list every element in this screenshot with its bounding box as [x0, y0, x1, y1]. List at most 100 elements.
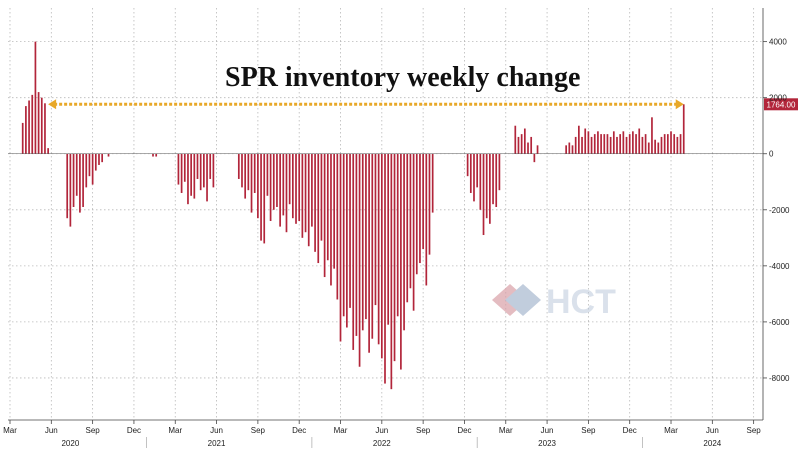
bar — [44, 103, 46, 154]
bar — [368, 153, 370, 353]
bar — [473, 153, 475, 202]
bar — [21, 122, 24, 154]
bar — [523, 128, 526, 154]
bar — [47, 148, 49, 154]
bar — [361, 153, 364, 331]
bar — [69, 153, 72, 227]
bar — [37, 92, 40, 154]
bar — [206, 153, 208, 202]
bar — [578, 125, 580, 154]
bar — [190, 153, 192, 196]
bar — [85, 153, 88, 188]
bar — [597, 131, 599, 154]
bar — [257, 153, 259, 219]
bar — [498, 153, 501, 191]
bar — [431, 153, 434, 213]
bar — [152, 153, 154, 157]
bar — [679, 134, 682, 154]
year-label: 2022 — [373, 439, 391, 448]
bar — [269, 153, 272, 222]
bar — [625, 136, 628, 154]
bar — [622, 131, 625, 154]
bar — [632, 131, 634, 154]
bar — [180, 153, 183, 193]
bar — [342, 153, 345, 317]
bar — [415, 153, 418, 275]
bar — [88, 153, 91, 177]
watermark-logo-icon — [492, 284, 541, 316]
bar — [320, 153, 323, 241]
bar — [94, 153, 97, 171]
year-label: 2020 — [61, 439, 79, 448]
bar — [676, 136, 679, 154]
bar — [616, 136, 618, 154]
bar — [301, 153, 304, 238]
bar — [237, 153, 240, 179]
bar — [330, 153, 332, 286]
bar — [31, 94, 34, 154]
bar — [336, 153, 339, 300]
xtick-label: Jun — [706, 426, 719, 435]
bar — [587, 131, 590, 154]
bar — [346, 153, 348, 328]
bar — [34, 41, 37, 154]
bar — [28, 100, 30, 154]
bar — [641, 136, 644, 154]
bar — [603, 134, 606, 154]
xtick-label: Jun — [541, 426, 554, 435]
xtick-label: Sep — [86, 426, 101, 435]
bar — [40, 97, 43, 154]
bar — [241, 153, 243, 188]
bar — [403, 153, 405, 331]
xtick-label: Jun — [375, 426, 388, 435]
bar — [476, 153, 479, 188]
xtick-label: Sep — [416, 426, 431, 435]
bar — [250, 153, 253, 213]
bar — [673, 134, 676, 154]
bar — [196, 153, 199, 179]
xtick-label: Dec — [457, 426, 471, 435]
ytick-label: 2000 — [769, 94, 787, 103]
bar — [266, 153, 269, 196]
bar — [590, 136, 593, 154]
bar — [307, 153, 310, 247]
xtick-label: Sep — [251, 426, 266, 435]
bar — [600, 134, 602, 154]
bar — [533, 153, 536, 163]
bar — [651, 117, 653, 154]
bar — [282, 153, 285, 216]
bar — [568, 142, 571, 154]
bar — [384, 153, 386, 384]
bar — [326, 153, 329, 261]
bar — [412, 153, 415, 311]
reference-arrow-left-icon — [48, 99, 57, 110]
xtick-label: Mar — [664, 426, 678, 435]
bar — [657, 142, 660, 154]
bar — [91, 153, 94, 185]
bar — [400, 153, 402, 370]
bar — [155, 153, 158, 157]
bar — [291, 153, 294, 219]
year-label: 2021 — [208, 439, 226, 448]
bars-layer — [8, 41, 763, 390]
bar — [377, 153, 380, 345]
bar — [374, 153, 377, 306]
bar — [514, 125, 517, 154]
bar — [654, 139, 656, 154]
bar — [247, 153, 250, 191]
bar — [644, 134, 647, 154]
bar — [276, 153, 278, 207]
bar — [387, 153, 390, 325]
bar — [406, 153, 409, 303]
bar — [371, 153, 374, 339]
bar — [79, 153, 81, 213]
bar — [279, 153, 281, 227]
bar — [469, 153, 472, 193]
year-layer: 2020 2021 2022 2023 2024 — [61, 437, 722, 448]
bar — [314, 153, 316, 252]
bar — [263, 153, 266, 244]
bar — [396, 153, 399, 317]
bar — [536, 145, 539, 154]
bar — [323, 153, 326, 278]
bar — [304, 153, 307, 233]
